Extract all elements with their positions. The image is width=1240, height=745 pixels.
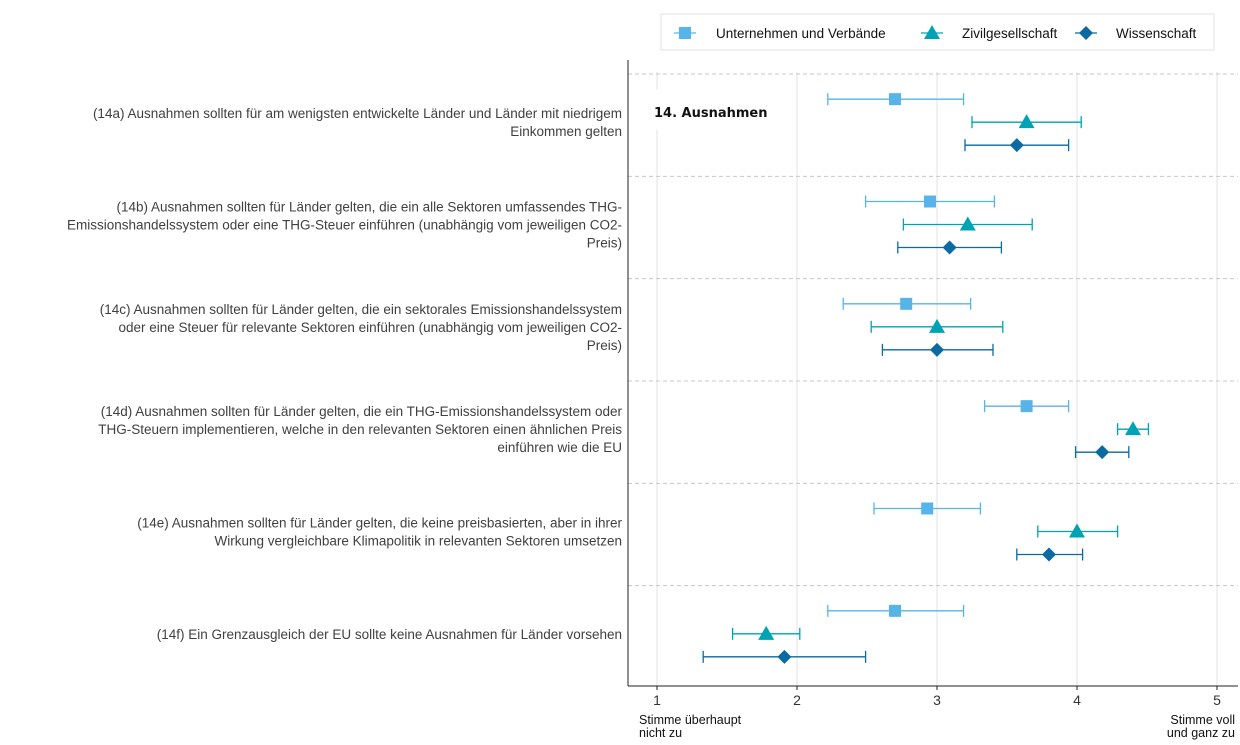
x-end-label-left: nicht zu xyxy=(639,726,682,740)
category-label: (14a) Ausnahmen sollten für am wenigsten… xyxy=(93,106,622,121)
x-tick-label: 3 xyxy=(933,692,941,708)
panel-title-background xyxy=(636,90,796,130)
x-tick-label: 4 xyxy=(1073,692,1081,708)
legend-label: Zivilgesellschaft xyxy=(962,26,1058,41)
category-label: (14e) Ausnahmen sollten für Länder gelte… xyxy=(137,516,622,531)
x-end-label-right: und ganz zu xyxy=(1167,726,1235,740)
category-label: (14c) Ausnahmen sollten für Länder gelte… xyxy=(100,302,622,317)
mean-point xyxy=(777,649,792,664)
category-label: Emissionshandelssystem oder eine THG-Ste… xyxy=(67,218,622,233)
mean-point xyxy=(959,216,976,231)
mean-point xyxy=(921,502,934,515)
category-label: (14f) Ein Grenzausgleich der EU sollte k… xyxy=(157,627,622,642)
x-tick-label: 1 xyxy=(653,692,661,708)
mean-point xyxy=(1018,114,1035,129)
mean-point xyxy=(1042,547,1056,562)
x-end-label-left: Stimme überhaupt xyxy=(639,713,742,727)
mean-point xyxy=(900,297,913,310)
mean-point xyxy=(889,604,901,617)
category-label: Preis) xyxy=(587,236,622,251)
x-end-label-right: Stimme voll xyxy=(1170,713,1235,727)
panel-title: 14. Ausnahmen xyxy=(654,106,768,121)
legend-marker xyxy=(679,27,691,39)
panel-title-box: 14. Ausnahmen xyxy=(636,90,796,130)
category-label: Einkommen gelten xyxy=(510,124,622,139)
category-label: (14d) Ausnahmen sollten für Länder gelte… xyxy=(101,404,623,419)
legend-label: Wissenschaft xyxy=(1116,26,1197,41)
mean-point xyxy=(942,240,957,255)
legend-marker xyxy=(924,25,940,39)
category-label: Preis) xyxy=(587,338,622,353)
mean-point xyxy=(1095,445,1110,460)
legend: Unternehmen und Verbände Zivilgesellschaf… xyxy=(660,13,1215,51)
x-tick-label: 5 xyxy=(1213,692,1221,708)
mean-point xyxy=(1009,138,1024,153)
mean-point xyxy=(1020,400,1033,413)
legend-box xyxy=(660,13,1215,51)
legend-label: Unternehmen und Verbände xyxy=(716,26,886,41)
mean-point xyxy=(889,93,901,106)
category-label: THG-Steuern implementieren, welche in de… xyxy=(98,422,622,437)
data-marks xyxy=(702,93,1150,664)
category-label: (14b) Ausnahmen sollten für Länder gelte… xyxy=(116,200,622,215)
mean-point xyxy=(929,318,945,333)
grid xyxy=(628,72,1238,686)
mean-point xyxy=(924,195,936,208)
category-label: oder eine Steuer für relevante Sektoren … xyxy=(118,320,622,335)
category-label: Wirkung vergleichbare Klimapolitik in re… xyxy=(215,534,622,549)
mean-point xyxy=(930,342,944,357)
legend-marker xyxy=(1079,26,1093,40)
mean-point xyxy=(1069,523,1085,538)
category-label: einführen wie die EU xyxy=(497,440,622,455)
mean-point xyxy=(758,625,775,640)
category-labels: (14a) Ausnahmen sollten für am wenigsten… xyxy=(67,106,623,642)
x-tick-label: 2 xyxy=(793,692,801,708)
mean-point xyxy=(1125,421,1141,436)
